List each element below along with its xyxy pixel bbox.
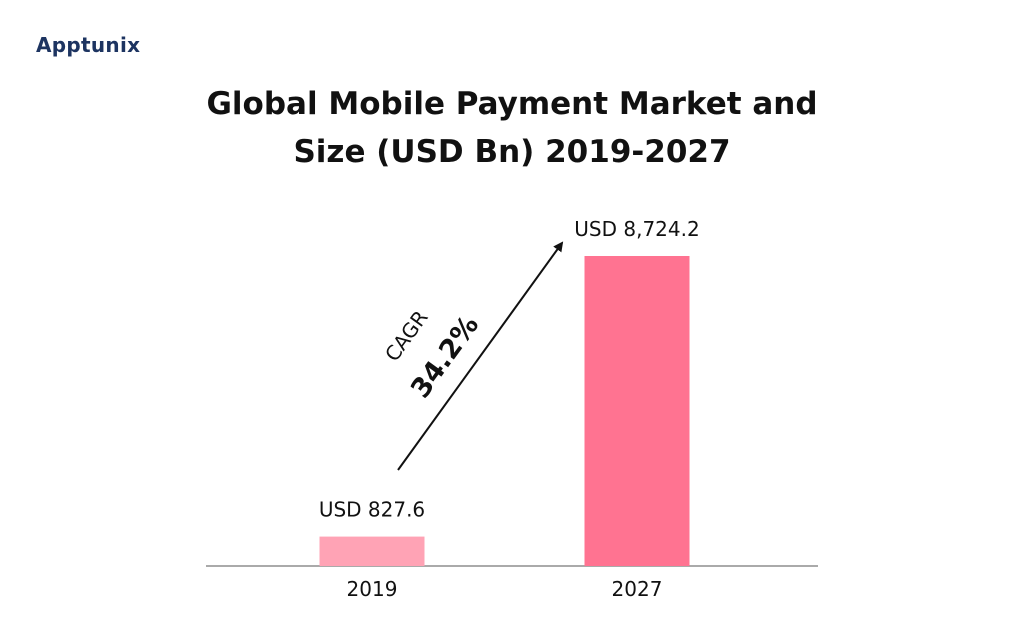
bar bbox=[319, 536, 425, 566]
cagr-arrow bbox=[397, 241, 564, 471]
cagr-label: CAGR bbox=[380, 306, 433, 366]
bar bbox=[584, 256, 690, 566]
value-label: USD 8,724.2 bbox=[574, 217, 699, 241]
value-label: USD 827.6 bbox=[319, 498, 425, 522]
logo: Apptunix bbox=[36, 33, 141, 57]
x-tick-label: 2019 bbox=[347, 577, 398, 601]
x-tick-label: 2027 bbox=[612, 577, 663, 601]
chart-title: Global Mobile Payment Market and Size (U… bbox=[206, 86, 818, 170]
